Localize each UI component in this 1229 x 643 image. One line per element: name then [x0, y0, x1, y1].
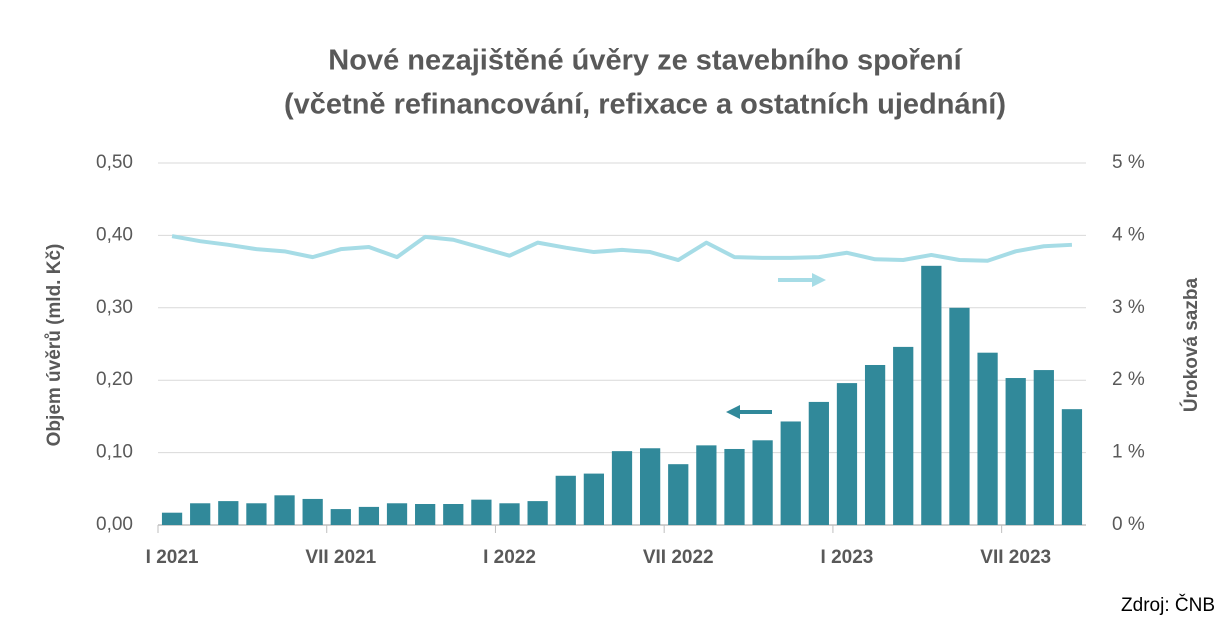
x-tick-label: VII 2023	[980, 547, 1051, 568]
bar	[668, 464, 689, 525]
bar	[527, 501, 548, 525]
bar	[274, 495, 295, 525]
y2-tick-label: 4 %	[1112, 224, 1145, 245]
bar	[780, 421, 801, 525]
x-tick-label: VII 2021	[305, 547, 376, 568]
bar	[724, 448, 745, 525]
y2-tick-label: 2 %	[1112, 369, 1145, 390]
bar	[555, 475, 576, 525]
y-tick-label: 0,10	[96, 442, 133, 463]
x-tick-label: I 2023	[821, 547, 874, 568]
y-tick-label: 0,20	[96, 369, 133, 390]
x-tick-label: VII 2022	[643, 547, 714, 568]
bar	[696, 445, 717, 525]
y-tick-label: 0,40	[96, 224, 133, 245]
bar	[190, 503, 211, 525]
source-note: Zdroj: ČNB	[1121, 594, 1215, 616]
bar	[415, 504, 436, 525]
bar	[977, 352, 998, 525]
y-tick-label: 0,30	[96, 297, 133, 318]
y-axis-title: Objem úvěrů (mld. Kč)	[44, 244, 65, 447]
bar	[611, 451, 633, 525]
bar	[246, 503, 267, 525]
bar	[499, 503, 520, 525]
x-tick-label: I 2022	[483, 547, 536, 568]
line	[171, 234, 1073, 263]
y2-tick-label: 3 %	[1112, 297, 1145, 318]
bar	[330, 509, 351, 525]
bar	[471, 499, 492, 525]
bar	[836, 383, 858, 525]
bar	[808, 401, 829, 525]
bar	[1033, 370, 1054, 525]
bar	[1061, 409, 1083, 525]
bar	[302, 498, 323, 525]
bar	[443, 504, 464, 525]
bar	[752, 440, 773, 525]
bar	[386, 503, 408, 525]
chart-title: (včetně refinancování, refixace a ostatn…	[284, 89, 1006, 121]
x-tick-label: I 2021	[146, 547, 199, 568]
bar	[921, 265, 942, 525]
bar	[161, 512, 183, 525]
y-tick-label: 0,00	[96, 514, 133, 535]
bar	[218, 501, 239, 525]
bar	[1005, 378, 1026, 525]
bar	[583, 473, 605, 525]
y-tick-label: 0,50	[96, 152, 133, 173]
bar	[893, 346, 914, 525]
bar	[864, 364, 886, 525]
y2-tick-label: 0 %	[1112, 514, 1145, 535]
y2-axis-title: Úroková sazba	[1180, 278, 1202, 413]
bar	[639, 448, 661, 525]
y2-tick-label: 1 %	[1112, 442, 1145, 463]
y2-tick-label: 5 %	[1112, 152, 1145, 173]
arrow-right	[778, 273, 826, 287]
bar	[949, 307, 970, 525]
arrow-left	[726, 405, 772, 419]
chart-title: Nové nezajištěné úvěry ze stavebního spo…	[328, 45, 962, 77]
bar	[358, 506, 380, 525]
